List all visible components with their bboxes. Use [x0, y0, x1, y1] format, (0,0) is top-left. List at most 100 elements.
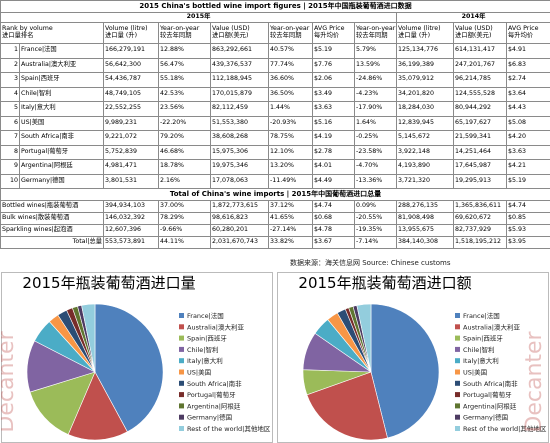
header-line: 进口额(美元) — [455, 32, 492, 39]
table-cell: 82,737,929 — [453, 224, 507, 237]
table-cell: 98,616,823 — [210, 212, 269, 225]
header-line: 较去年同期 — [160, 32, 192, 39]
table-cell: 36.50% — [268, 86, 313, 102]
table-cell: $4.74 — [312, 200, 355, 213]
legend-swatch — [179, 426, 184, 431]
table-cell: $4.21 — [505, 159, 550, 175]
table-cell: 17,078,063 — [210, 173, 269, 189]
table-cell: $3.64 — [505, 86, 550, 102]
table-row: 2015年 2014年 — [0, 12, 550, 23]
table-cell: 1.44% — [268, 101, 313, 117]
table-cell: France|法国 — [19, 43, 104, 59]
legend-swatch — [455, 335, 460, 341]
table-cell: 439,376,537 — [210, 57, 269, 73]
table-cell: $4.43 — [505, 101, 550, 117]
table-cell: Italy|意大利 — [19, 101, 104, 117]
legend-swatch — [179, 380, 184, 386]
table-cell: 9,221,072 — [103, 130, 159, 146]
column-header: Year-on-year 较去年同期 — [158, 22, 211, 44]
legend-label: Chile|智利 — [187, 345, 218, 354]
table-cell: $3.63 — [312, 101, 355, 117]
table-cell: 7 — [0, 130, 20, 146]
legend-swatch — [455, 369, 460, 375]
legend-label: France|法国 — [187, 311, 224, 320]
pie-chart: 2015年瓶装葡萄酒进口额 France|法国 Australia|澳大利亚 Spai… — [277, 272, 549, 443]
header-line: 较去年同期 — [356, 32, 388, 39]
table-cell: 44.11% — [158, 236, 211, 249]
table-cell: Sparkling wines|起泡酒 — [0, 224, 104, 237]
table-cell: $3.63 — [505, 144, 550, 160]
legend-label: Australia|澳大利亚 — [463, 322, 520, 331]
legend-label: US|美国 — [187, 368, 211, 377]
header-line: Volume (litre) — [398, 25, 441, 33]
table-row: 6 US|美国 9,989,231 -22.20% 51,553,380 -20.93% $… — [0, 115, 550, 131]
table-row: 2015 China's bottled wine import figures… — [0, 0, 550, 13]
legend-label: France|法国 — [463, 311, 500, 320]
table-cell: 9,989,231 — [103, 115, 159, 131]
table-row: 7 South Africa|南非 9,221,072 79.20% 38,608,26… — [0, 130, 550, 146]
table-cell: Chile|智利 — [19, 86, 104, 102]
table-cell: 2,031,670,743 — [210, 236, 269, 249]
legend-label: Germany|德国 — [463, 413, 508, 422]
table-row: 1 France|法国 166,279,191 12.88% 863,292,661 40… — [0, 43, 550, 59]
header-line: 进口量 (升) — [398, 32, 431, 39]
table-cell: $5.19 — [505, 173, 550, 189]
table-cell: Bottled wines|瓶装葡萄酒 — [0, 200, 104, 213]
table-cell: 12,607,396 — [103, 224, 159, 237]
table-row: 5 Italy|意大利 22,552,255 23.56% 82,112,459 1.44… — [0, 101, 550, 117]
legend-swatch — [179, 335, 184, 341]
table-row: Total of China's wine imports | 2015年中国葡… — [0, 188, 550, 201]
table-cell: -7.14% — [354, 236, 397, 249]
table-cell: -11.49% — [268, 173, 313, 189]
table-row: 4 Chile|智利 48,749,105 42.53% 170,015,879 36.5… — [0, 86, 550, 102]
table-cell: $4.20 — [505, 130, 550, 146]
table-cell: 5.79% — [354, 43, 397, 59]
table-cell: 54,436,787 — [103, 72, 159, 88]
pie-slice — [370, 303, 440, 439]
pie-slice — [356, 303, 372, 373]
legend-label: Australia|澳大利亚 — [187, 322, 244, 331]
table-cell: 12.88% — [158, 43, 211, 59]
table-cell: 13.20% — [268, 159, 313, 175]
table-cell: $4.19 — [312, 130, 355, 146]
table-cell: $5.93 — [505, 224, 550, 237]
table-cell: 394,934,103 — [103, 200, 159, 213]
table-cell: 65,197,627 — [453, 115, 507, 131]
header-line: 进口量 (升) — [105, 32, 138, 39]
table-cell: 19,975,346 — [210, 159, 269, 175]
legend-swatch — [455, 346, 460, 352]
legend-label: Portugal|葡萄牙 — [187, 390, 236, 399]
table-cell: Bulk wines|散装葡萄酒 — [0, 212, 104, 225]
header-line: Rank by volume — [2, 25, 53, 33]
table-cell: 18,284,030 — [396, 101, 454, 117]
table-cell: 78.75% — [268, 130, 313, 146]
table-cell: $5.19 — [312, 43, 355, 59]
watermark: Decanter — [1, 330, 19, 432]
table-cell: South Africa|南非 — [19, 130, 104, 146]
legend-label: Spain|西班牙 — [187, 334, 227, 343]
legend-label: Spain|西班牙 — [463, 334, 503, 343]
legend-swatch — [179, 346, 184, 352]
table-cell: 12.10% — [268, 144, 313, 160]
pie-slice — [94, 303, 164, 433]
table-cell: 146,032,392 — [103, 212, 159, 225]
header-line: Value (USD) — [212, 25, 250, 33]
table-cell: 247,201,767 — [453, 57, 507, 73]
table-cell: $5.08 — [505, 115, 550, 131]
table-cell: 4,981,471 — [103, 159, 159, 175]
legend-swatch — [179, 392, 184, 398]
totals-title: Total of China's wine imports | 2015年中国葡… — [0, 188, 550, 201]
legend-label: Germany|德国 — [187, 413, 232, 422]
table-cell: 37.12% — [268, 200, 313, 213]
column-header: Volume (litre) 进口量 (升) — [396, 22, 454, 44]
table-cell: 5,752,839 — [103, 144, 159, 160]
table-cell: $4.01 — [312, 159, 355, 175]
table-cell: 81,908,498 — [396, 212, 454, 225]
legend-swatch — [455, 414, 460, 420]
legend-label: Chile|智利 — [463, 345, 494, 354]
header-line: 每升均价 — [314, 32, 340, 39]
table-cell: $2.06 — [312, 72, 355, 88]
table-cell: 78.29% — [158, 212, 211, 225]
table-cell: 79.20% — [158, 130, 211, 146]
